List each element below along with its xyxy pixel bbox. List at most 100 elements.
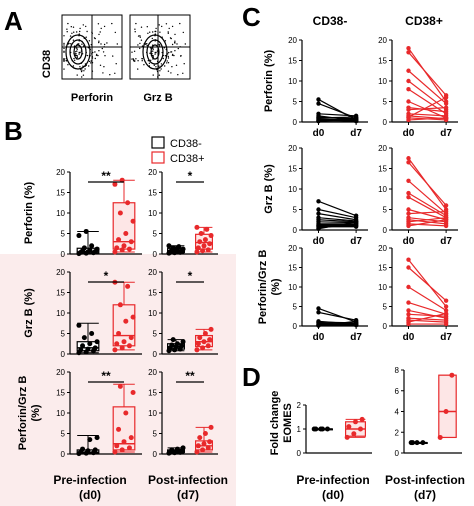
flow-event-dot	[83, 45, 85, 47]
flow-event-dot	[149, 47, 152, 49]
flow-event-dot	[166, 60, 168, 62]
flow-event-dot	[182, 31, 184, 34]
data-point	[117, 302, 123, 308]
y-tick-label: 2	[395, 428, 400, 437]
y-tick-label: 15	[378, 57, 387, 66]
data-point	[180, 246, 186, 252]
flow-event-dot	[157, 76, 159, 78]
flow-event-dot	[164, 40, 167, 42]
data-point	[443, 115, 449, 121]
data-point	[114, 443, 120, 449]
flow-event-dot	[78, 43, 80, 45]
flow-event-dot	[176, 43, 178, 45]
flow-event-dot	[167, 57, 170, 59]
chart-b-perforin-pre: 0 5 10 15 20 Perforin (%) **	[23, 168, 142, 259]
flow-event-dot	[91, 57, 94, 59]
flow-event-dot	[83, 70, 85, 72]
data-point	[112, 449, 118, 455]
pair-segment	[318, 311, 357, 321]
panel-a: CD38 Perforin Grz B	[41, 14, 191, 104]
y-tick-label: 10	[56, 209, 65, 218]
data-point	[169, 447, 175, 453]
y-tick-label: 15	[288, 57, 297, 66]
panel-a-xlabel-grzb: Grz B	[143, 92, 172, 104]
flow-event-dot	[141, 58, 143, 60]
flow-event-dot	[63, 60, 65, 62]
panel-b-collabel-pre-1: Pre-infection	[53, 473, 126, 487]
data-point	[406, 195, 411, 200]
flow-event-dot	[148, 62, 151, 64]
data-point	[406, 78, 411, 84]
data-point	[130, 218, 136, 224]
panel-d-ylabel-2: EOMES	[282, 403, 294, 443]
data-point	[406, 107, 411, 112]
data-point	[406, 46, 411, 51]
paired-line	[406, 284, 449, 313]
pair-segment	[408, 107, 447, 113]
data-point	[94, 246, 100, 252]
flow-contour	[150, 44, 160, 60]
flow-event-dot	[98, 33, 100, 36]
panel-c-coltitle-pos: CD38+	[405, 14, 443, 28]
data-point	[112, 249, 118, 255]
series-cd38-pos	[194, 326, 214, 353]
panel-c-coltitle-neg: CD38-	[313, 14, 348, 28]
flow-event-dot	[158, 44, 160, 46]
series-cd38-pos	[344, 416, 367, 440]
flow-event-dot	[162, 57, 164, 60]
data-point	[205, 445, 211, 451]
flow-event-dot	[92, 51, 94, 54]
data-point	[207, 439, 213, 445]
flow-event-dot	[134, 28, 136, 30]
flow-event-dot	[167, 32, 169, 34]
pair-segment	[408, 180, 447, 215]
data-point	[443, 209, 449, 214]
flow-event-dot	[146, 43, 148, 45]
y-tick-label: 0	[293, 226, 298, 235]
y-tick-label: 5	[61, 330, 66, 339]
flow-event-dot	[76, 50, 78, 52]
series-cd38-pos	[112, 279, 136, 353]
data-point	[406, 207, 411, 212]
data-point	[406, 265, 411, 270]
paired-line	[406, 209, 449, 216]
data-point	[202, 237, 208, 243]
data-point	[443, 298, 449, 303]
data-point	[116, 426, 122, 432]
flow-event-dot	[153, 64, 155, 67]
flow-event-dot	[152, 48, 154, 50]
panel-b-collabel-post-1: Post-infection	[148, 473, 228, 487]
flow-event-dot	[97, 23, 100, 25]
flow-event-dot	[63, 44, 65, 46]
y-tick-label: 1	[297, 425, 302, 434]
data-point	[353, 419, 358, 425]
flow-event-dot	[171, 43, 174, 46]
data-point	[87, 247, 93, 253]
data-point	[89, 243, 95, 249]
data-point	[202, 331, 208, 336]
flow-event-dot	[99, 64, 102, 67]
flow-event-dot	[157, 43, 159, 45]
flow-event-dot	[156, 50, 159, 52]
data-point	[201, 441, 207, 447]
y-tick-label: 5	[61, 430, 66, 439]
flow-event-dot	[88, 65, 90, 67]
data-point	[121, 339, 127, 345]
flow-event-dot	[168, 51, 170, 54]
pair-segment	[318, 200, 357, 217]
y-tick-label: 5	[61, 230, 66, 239]
data-point	[201, 243, 207, 249]
significance-label: **	[185, 369, 195, 383]
panel-d-ylabel-1: Fold change	[269, 391, 281, 456]
flow-event-dot	[177, 47, 179, 50]
data-point	[316, 207, 321, 212]
flow-event-dot	[174, 42, 176, 44]
flow-event-dot	[173, 54, 175, 57]
series-cd38-neg	[166, 337, 186, 354]
y-tick-label: 0	[297, 449, 302, 458]
flow-event-dot	[146, 26, 148, 28]
data-point	[406, 300, 411, 305]
flow-event-dot	[165, 23, 168, 25]
pair-segment	[408, 210, 447, 215]
flow-event-dot	[133, 50, 136, 52]
